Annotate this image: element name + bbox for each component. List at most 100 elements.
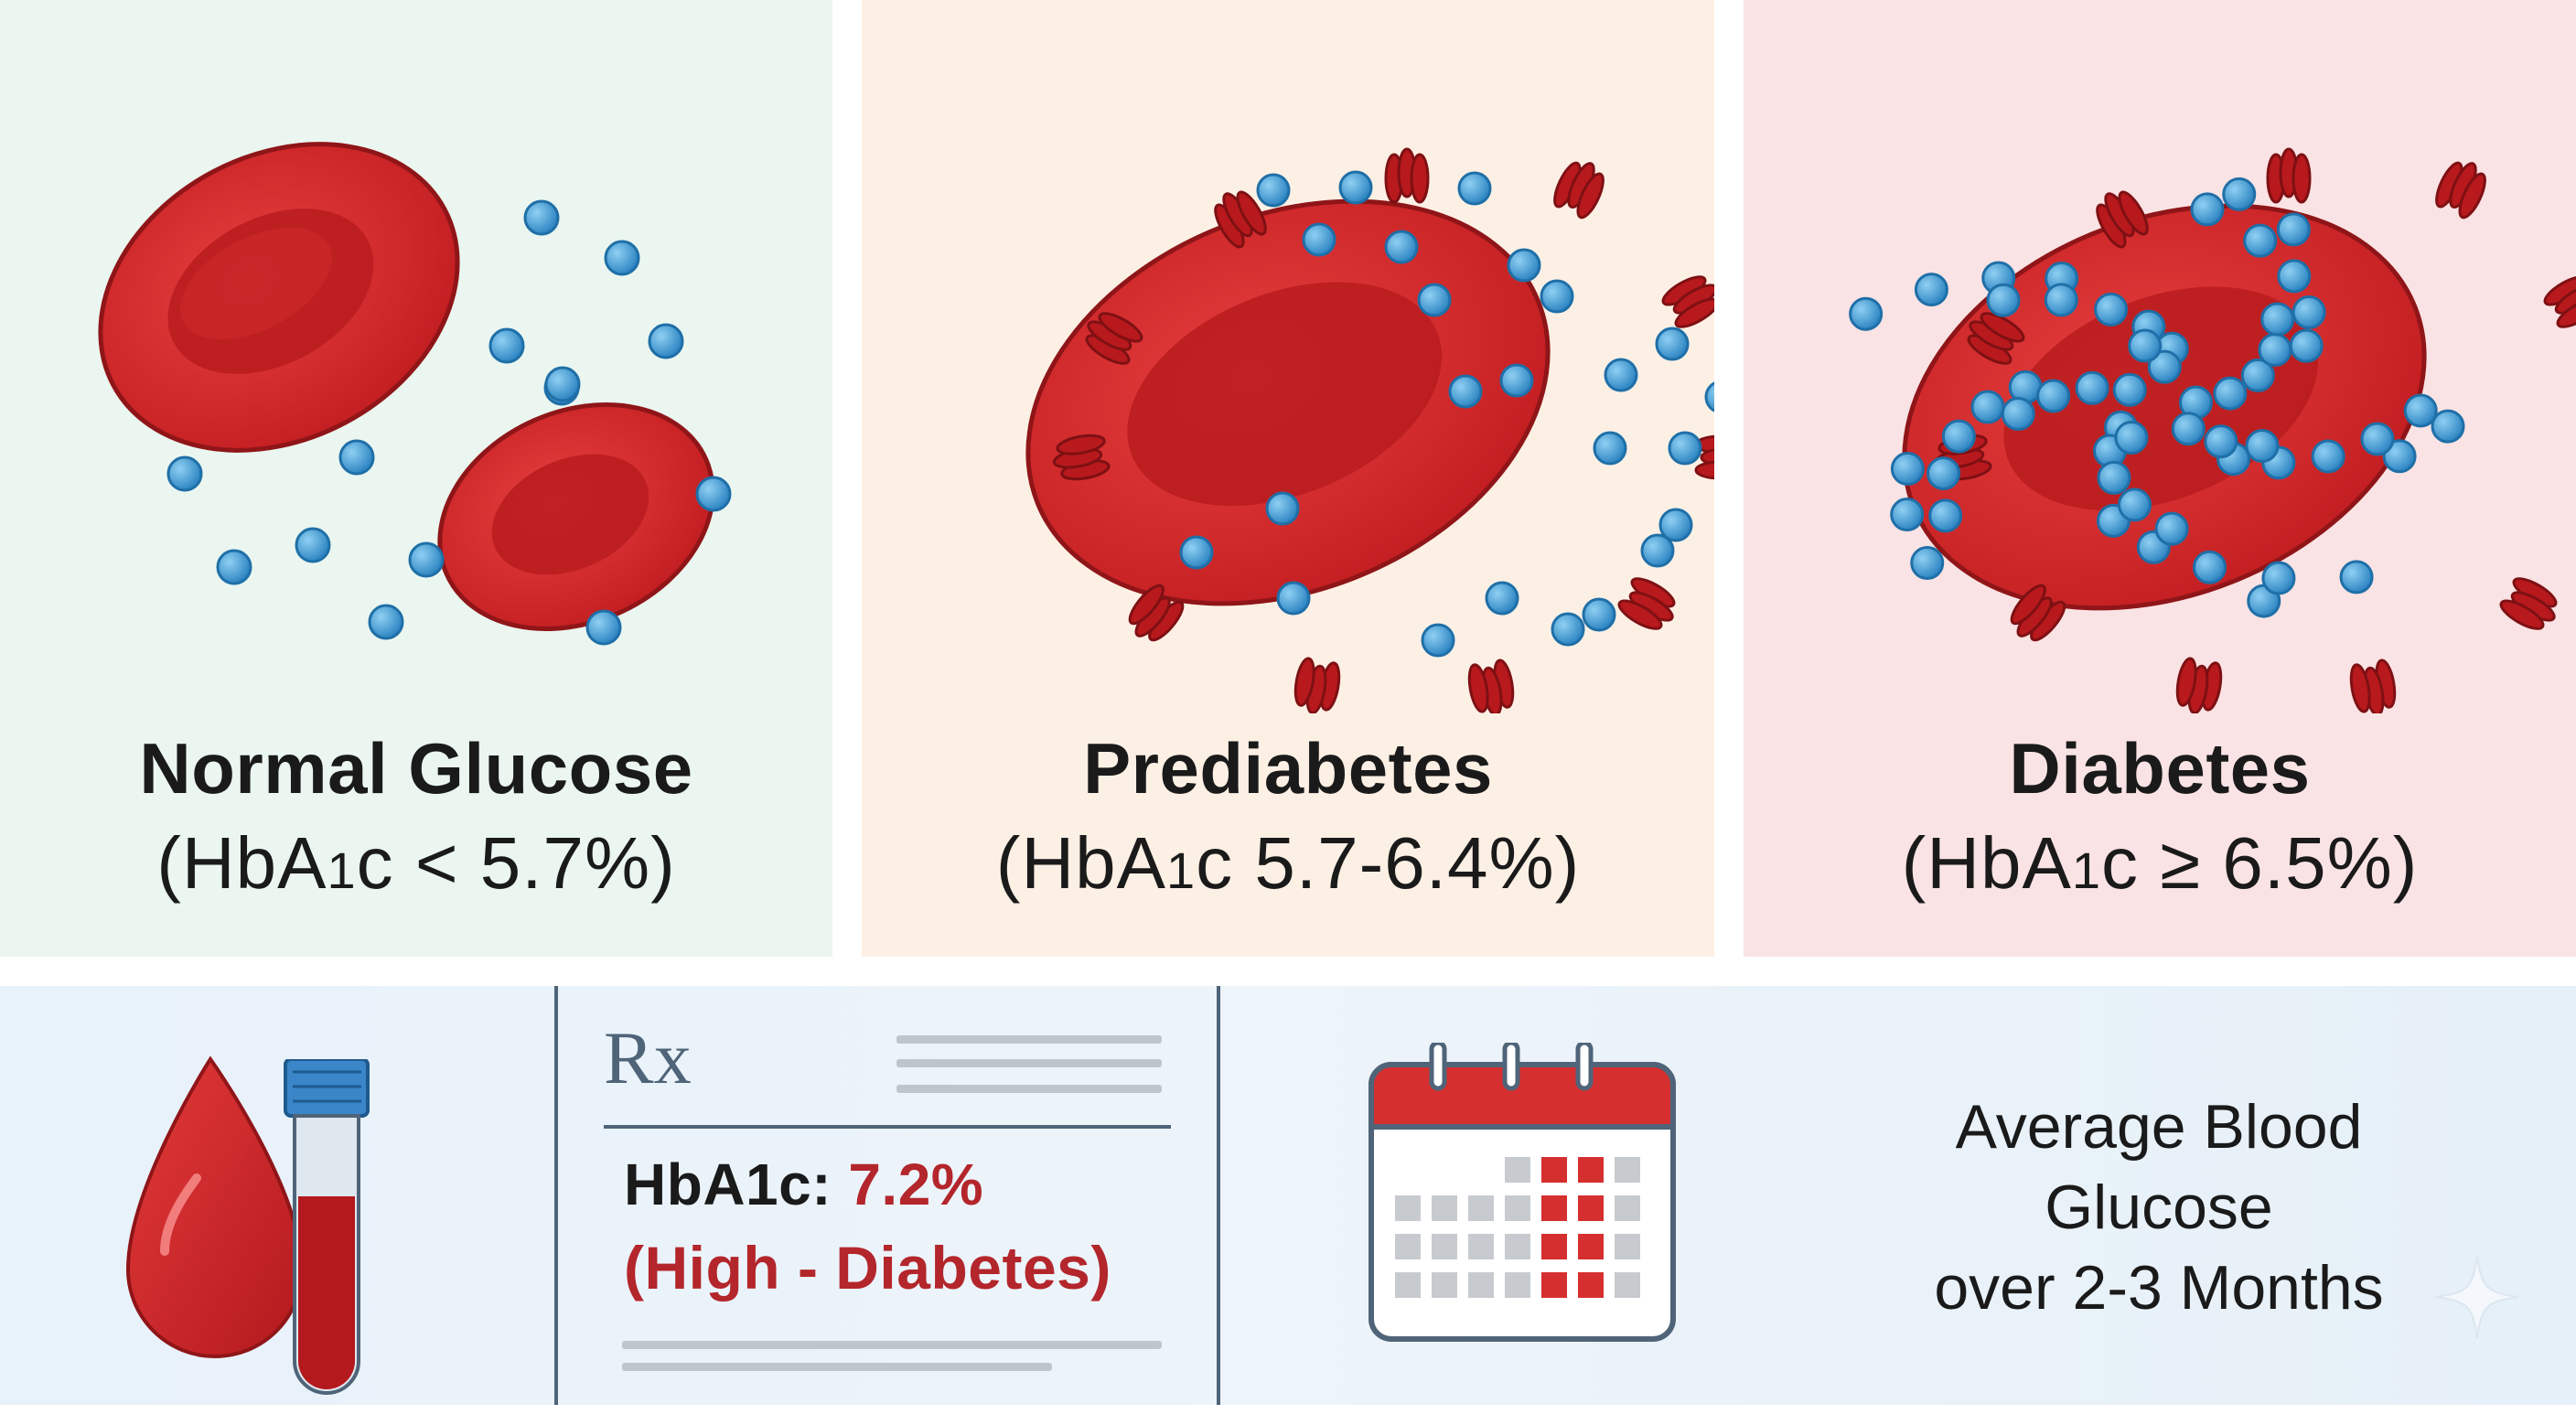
panel-title: Prediabetes (1083, 728, 1493, 809)
glucose-molecule (2339, 560, 2374, 595)
glycated-hemoglobin (1661, 275, 1714, 328)
glucose-molecule (1265, 491, 1300, 526)
red-blood-cell-small (437, 402, 715, 632)
prediabetes-cell-illustration (1025, 147, 1714, 713)
glucose-molecule (1256, 173, 1291, 208)
glucose-molecule (2154, 511, 2189, 546)
prescription-card: Rx HbA1c: 7.2% (High - Diabetes) (604, 986, 1217, 1405)
glucose-molecule (695, 476, 732, 512)
glucose-molecule (2258, 333, 2292, 368)
glucose-molecule (544, 366, 581, 402)
glucose-molecule (1658, 508, 1693, 542)
glucose-molecule (2097, 460, 2131, 495)
glucose-molecule (2204, 424, 2238, 459)
glucose-molecule (1668, 431, 1702, 466)
calendar-icon (1368, 1043, 1676, 1342)
text-line (622, 1363, 1052, 1371)
calendar-day (1615, 1157, 1640, 1183)
glycated-hemoglobin (1085, 312, 1143, 365)
panel-diabetes: Diabetes (HbA1c ≥ 6.5%) (1744, 0, 2576, 957)
calendar-day (1395, 1195, 1421, 1221)
glucose-molecule (2190, 192, 2225, 227)
glucose-molecule (1421, 623, 1455, 658)
glucose-molecule (2245, 429, 2280, 464)
glucose-molecule (1914, 273, 1948, 307)
glucose-molecule (1655, 327, 1690, 361)
glucose-molecule (2240, 358, 2275, 392)
glucose-molecule (2118, 488, 2152, 522)
glucose-molecule (604, 240, 640, 276)
calendar-day (1578, 1272, 1604, 1298)
glucose-molecule (1927, 456, 1961, 491)
glucose-molecule (2261, 561, 2296, 595)
glycated-hemoglobin (1617, 577, 1676, 630)
glycated-hemoglobin (2175, 657, 2223, 713)
glucose-molecule (1604, 358, 1638, 392)
diabetes-cell-illustration (1849, 147, 2576, 713)
glucose-molecule (1910, 545, 1945, 580)
glycated-hemoglobin (2010, 584, 2066, 642)
calendar-day (1578, 1195, 1604, 1221)
glucose-molecule (1179, 535, 1214, 570)
calendar-day (1541, 1157, 1567, 1183)
glycated-hemoglobin (1384, 147, 1430, 204)
glucose-molecule (1499, 363, 1534, 398)
blood-drop-icon (125, 1055, 305, 1358)
glucose-molecule (2276, 212, 2311, 247)
glucose-molecule (295, 527, 331, 563)
glycated-hemoglobin (2499, 577, 2558, 630)
glycated-hemoglobin (1967, 312, 2025, 365)
glucose-molecule (1849, 296, 1884, 331)
glucose-molecule (2171, 412, 2206, 446)
hba1c-value: 7.2% (848, 1152, 984, 1217)
glycated-hemoglobin (2543, 275, 2576, 328)
glucose-molecule (2403, 393, 2438, 428)
glucose-molecule (1540, 279, 1574, 314)
text-line (896, 1059, 1162, 1067)
glycated-hemoglobin (1553, 161, 1605, 220)
glucose-molecule (2243, 223, 2278, 258)
calendar-day (1505, 1272, 1530, 1298)
red-blood-cell (1902, 203, 2427, 611)
calendar-day (1432, 1234, 1457, 1259)
text-line (896, 1085, 1162, 1093)
glycated-hemoglobin (1052, 434, 1111, 481)
glucose-molecule (1970, 390, 2005, 424)
calendar-day (1505, 1157, 1530, 1183)
calendar-day (1468, 1272, 1494, 1298)
glucose-molecule (1302, 222, 1336, 257)
glucose-molecule (2222, 177, 2257, 211)
glucose-molecule (2112, 372, 2147, 407)
glucose-molecule (1485, 581, 1519, 616)
calendar-day (1541, 1272, 1567, 1298)
calendar-day (1505, 1195, 1530, 1221)
glycated-hemoglobin (2349, 659, 2397, 713)
glucose-molecule (1941, 419, 1976, 454)
panel-subtitle: (HbA1c ≥ 6.5%) (1901, 822, 2419, 904)
glucose-molecule (523, 199, 560, 236)
glucose-molecule (338, 439, 375, 476)
glucose-molecule (648, 323, 684, 359)
glucose-molecule (2094, 292, 2129, 327)
glucose-molecule (1417, 283, 1452, 317)
glucose-molecule (585, 609, 622, 646)
glucose-molecule (488, 327, 525, 364)
glucose-molecule (2431, 409, 2465, 444)
glucose-molecule (2382, 439, 2417, 474)
glycated-hemoglobin (2096, 190, 2149, 249)
glucose-molecule (1928, 498, 1963, 533)
glucose-molecule (1507, 248, 1541, 283)
calendar-day (1432, 1195, 1457, 1221)
calendar-day (1541, 1195, 1567, 1221)
calendar-day (1615, 1272, 1640, 1298)
glucose-molecule (2128, 328, 2163, 363)
test-tube-icon (284, 1059, 370, 1395)
glucose-molecule (368, 604, 404, 640)
normal-cells-illustration (98, 142, 732, 646)
red-blood-cell-large (98, 142, 460, 453)
glycated-hemoglobin (1293, 657, 1341, 713)
glucose-molecule (2193, 550, 2227, 584)
glycated-hemoglobin (2435, 161, 2486, 220)
glucose-molecule (1457, 171, 1492, 206)
glucose-molecule (2292, 295, 2326, 329)
